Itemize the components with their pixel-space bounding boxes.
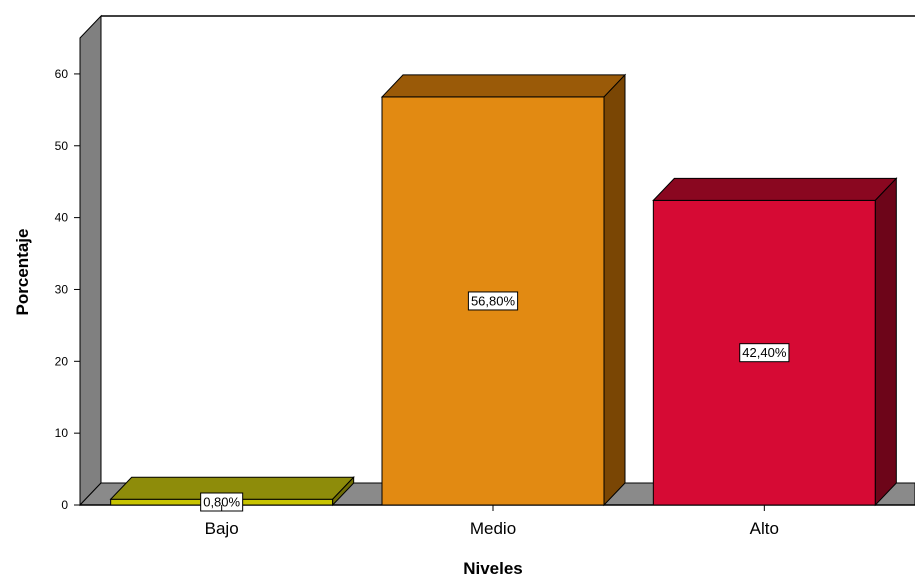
bar-medio: 56,80% xyxy=(382,75,625,505)
data-label: 42,40% xyxy=(742,345,787,360)
data-label: 56,80% xyxy=(471,293,516,308)
x-tick-label: Medio xyxy=(470,519,516,538)
y-tick-label: 50 xyxy=(55,139,69,153)
x-tick-label: Bajo xyxy=(205,519,239,538)
y-tick-label: 30 xyxy=(55,282,69,296)
x-axis-title: Niveles xyxy=(463,559,523,578)
x-axis: Bajo Medio Alto xyxy=(205,505,779,538)
y-tick-label: 10 xyxy=(55,426,69,440)
bar-bajo: 0,80% xyxy=(111,477,354,511)
y-tick-label: 0 xyxy=(61,498,68,512)
bar-side xyxy=(875,178,896,505)
y-tick-label: 40 xyxy=(55,211,69,225)
y-axis-title: Porcentaje xyxy=(13,229,32,316)
bars: 0,80% 56,80% 42,40% xyxy=(111,75,897,511)
bar-top xyxy=(653,178,896,200)
bar-side xyxy=(604,75,625,505)
y-axis: 0 10 20 30 40 50 60 xyxy=(55,67,80,512)
y-tick-label: 20 xyxy=(55,354,69,368)
y-tick-label: 60 xyxy=(55,67,69,81)
x-tick-label: Alto xyxy=(750,519,779,538)
left-wall xyxy=(80,16,101,505)
bar-top xyxy=(382,75,625,97)
bar-alto: 42,40% xyxy=(653,178,896,505)
